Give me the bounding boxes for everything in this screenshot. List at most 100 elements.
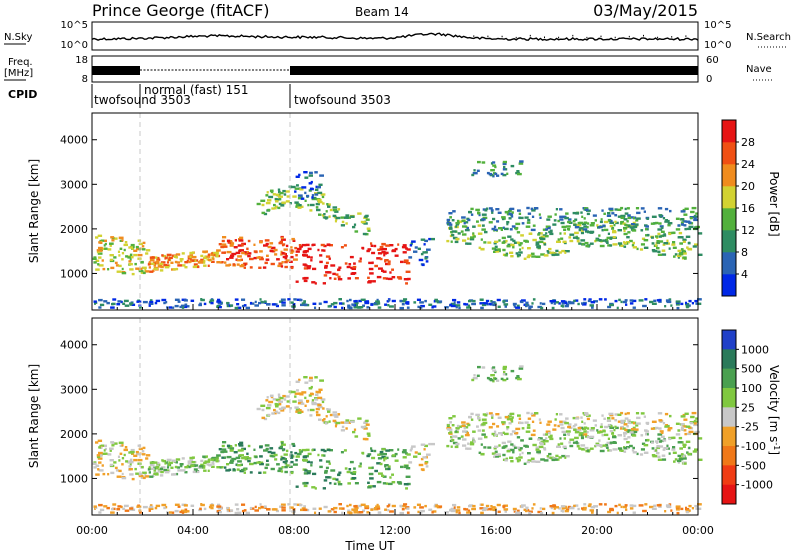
velocity-cell <box>638 504 644 507</box>
velocity-cell <box>675 508 680 511</box>
power-cell <box>284 257 288 260</box>
power-cell <box>338 266 342 269</box>
power-cell <box>540 253 545 256</box>
power-cell <box>383 254 386 257</box>
velocity-colorbar-swatch <box>722 484 736 505</box>
power-cell <box>450 230 453 234</box>
velocity-cell <box>679 447 683 450</box>
velocity-cell <box>455 427 460 430</box>
power-cell <box>279 191 284 195</box>
velocity-cell <box>505 416 509 419</box>
velocity-cell <box>664 510 667 513</box>
velocity-cell <box>435 504 438 507</box>
velocity-cell <box>367 434 371 437</box>
power-cell <box>258 266 262 269</box>
velocity-cell <box>505 457 509 460</box>
power-cell <box>654 235 659 238</box>
power-cell <box>604 240 609 243</box>
velocity-cell <box>447 428 450 431</box>
power-cell <box>373 244 377 248</box>
power-cell <box>330 264 336 267</box>
power-cell <box>682 252 687 255</box>
velocity-cell <box>263 417 268 421</box>
velocity-cell <box>673 460 676 463</box>
power-cell <box>276 258 280 261</box>
power-cell <box>572 236 578 239</box>
power-cell <box>631 299 637 303</box>
power-cell <box>682 208 686 212</box>
velocity-cell <box>555 458 558 461</box>
velocity-cell <box>315 390 318 394</box>
velocity-cell <box>589 509 594 512</box>
power-cell <box>635 219 639 222</box>
velocity-cell <box>226 463 230 466</box>
power-cell <box>168 256 173 260</box>
power-cell <box>452 236 458 240</box>
velocity-cell <box>348 468 352 471</box>
power-cell <box>285 190 290 193</box>
velocity-ylabel: Slant Range [km] <box>27 364 41 468</box>
velocity-cell <box>98 469 104 472</box>
velocity-cell <box>254 455 258 459</box>
power-cell <box>683 213 688 216</box>
velocity-cell <box>156 463 161 466</box>
velocity-cell <box>697 458 703 461</box>
velocity-cell <box>502 505 506 508</box>
velocity-cell <box>289 454 294 457</box>
velocity-cell <box>457 425 463 428</box>
power-cell <box>306 266 311 270</box>
velocity-cell <box>417 452 421 455</box>
power-cell <box>504 254 508 257</box>
velocity-cell <box>96 455 101 459</box>
velocity-cell <box>111 507 114 511</box>
velocity-cell <box>535 446 540 449</box>
power-cell <box>238 238 243 241</box>
velocity-cell <box>306 399 310 403</box>
power-cell <box>572 220 576 223</box>
power-cell <box>401 303 405 306</box>
x-tick-label: 00:00 <box>76 524 108 537</box>
velocity-cell <box>642 509 647 513</box>
velocity-cell <box>392 454 396 457</box>
power-cell <box>199 302 202 305</box>
power-cell <box>697 298 702 301</box>
velocity-cell <box>605 443 609 447</box>
power-cell <box>518 212 522 215</box>
velocity-cell <box>617 413 622 416</box>
velocity-cell <box>224 466 227 469</box>
velocity-cell <box>376 480 382 484</box>
velocity-cell <box>577 426 582 430</box>
velocity-cell <box>149 464 155 467</box>
velocity-cell <box>351 472 356 475</box>
power-cell <box>519 160 524 163</box>
velocity-cell <box>148 467 153 470</box>
power-cell <box>492 164 497 167</box>
velocity-cell <box>455 428 459 431</box>
power-cell <box>141 260 144 264</box>
power-cell <box>234 298 239 301</box>
power-cell <box>347 304 351 307</box>
power-cell <box>491 227 496 231</box>
velocity-cell <box>333 421 337 424</box>
velocity-cell <box>666 444 669 447</box>
power-cell <box>129 256 134 259</box>
velocity-cell <box>385 467 390 471</box>
power-cell <box>598 298 603 301</box>
power-cell <box>518 243 522 247</box>
power-cell <box>265 242 269 246</box>
power-cell <box>202 261 206 264</box>
velocity-cell <box>609 429 613 433</box>
velocity-cell <box>136 505 142 508</box>
power-cell <box>93 300 97 303</box>
velocity-cell <box>661 431 664 434</box>
velocity-cell <box>556 445 561 448</box>
power-cell <box>470 213 474 216</box>
velocity-cell <box>561 430 567 434</box>
power-cell <box>303 254 308 257</box>
power-cell <box>184 261 189 264</box>
velocity-cell <box>586 427 590 430</box>
power-cell <box>502 168 506 171</box>
power-cell <box>106 301 110 305</box>
power-cell <box>433 300 437 303</box>
velocity-cell <box>249 471 253 474</box>
